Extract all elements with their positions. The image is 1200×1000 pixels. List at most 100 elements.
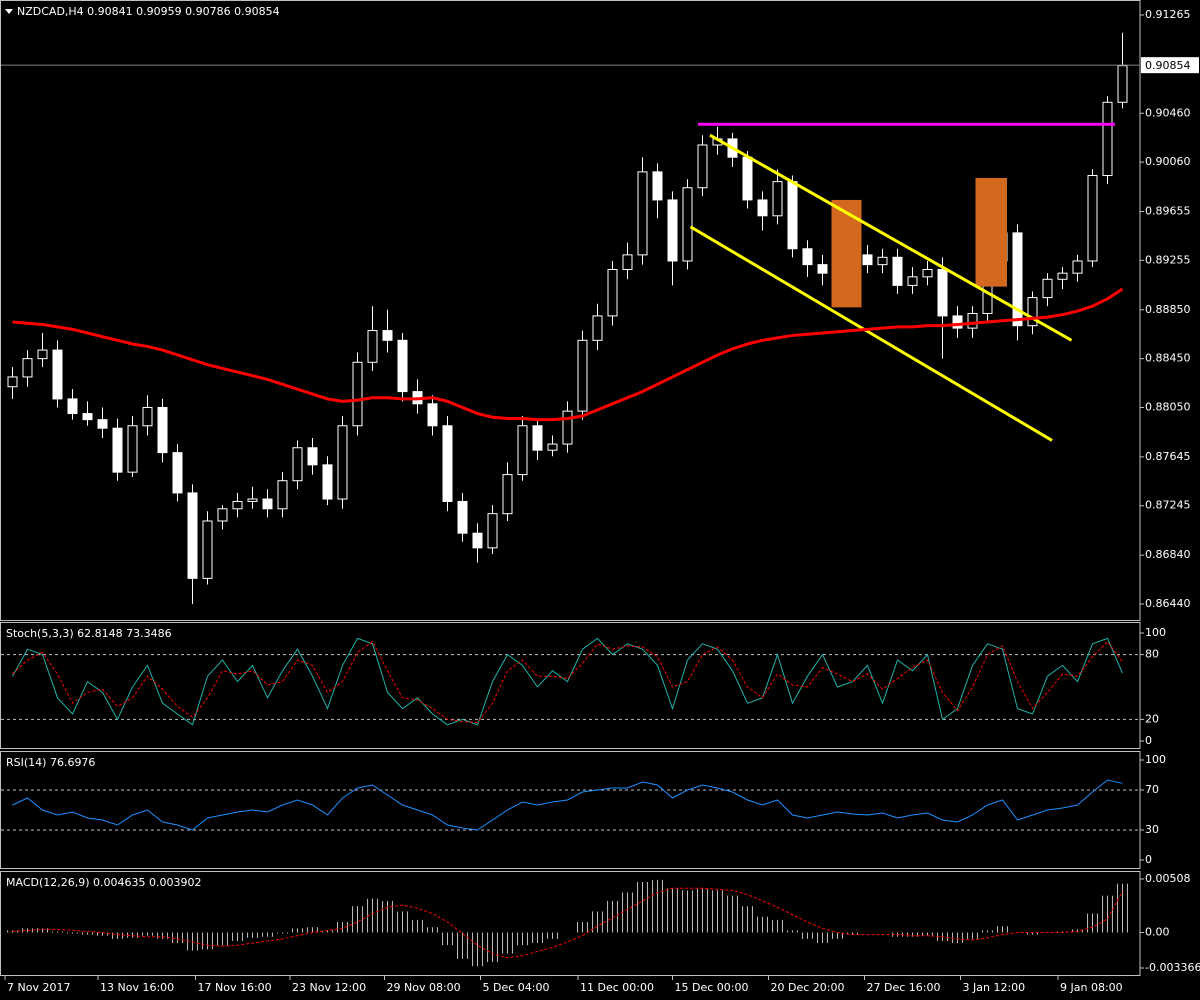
candle-body (82, 413, 93, 421)
candle-body (397, 339, 408, 393)
candle-body (367, 330, 378, 363)
candle-body (172, 452, 183, 494)
y-tick-label: 0.91265 (1145, 8, 1191, 21)
candle-body (187, 492, 198, 579)
panel (7, 879, 1128, 967)
y-tick-label: 0 (1145, 734, 1152, 747)
y-tick-label: 0.88450 (1145, 352, 1191, 365)
candle-body (922, 269, 933, 278)
candle-body (472, 532, 483, 549)
candle-body (637, 171, 648, 256)
panel-frame (0, 0, 1141, 621)
indicator-line (12, 779, 1123, 831)
candle-body (337, 425, 348, 500)
candle-body (1087, 175, 1098, 262)
candle-body (97, 419, 108, 429)
candle-body (547, 443, 558, 451)
candle-body (952, 315, 963, 329)
x-tick-label: 13 Nov 16:00 (100, 981, 174, 994)
panel-title: MACD(12,26,9) 0.004635 0.003902 (6, 876, 202, 889)
title-arrow (5, 9, 13, 14)
candle-body (577, 339, 588, 412)
candle-body (217, 508, 228, 522)
y-tick-label: -0.003366 (1145, 961, 1200, 974)
candle-body (1102, 101, 1113, 177)
candle-body (142, 406, 153, 427)
indicator-line (12, 637, 1123, 726)
panel (1, 637, 1139, 726)
y-tick-label: 0.89655 (1145, 205, 1191, 218)
y-tick-label: 0.86440 (1145, 597, 1191, 610)
x-tick-label: 20 Dec 20:00 (771, 981, 845, 994)
last-price-label: 0.90854 (1145, 59, 1191, 72)
y-tick-label: 0.88850 (1145, 303, 1191, 316)
candle-body (457, 500, 468, 534)
x-tick-label: 11 Dec 00:00 (580, 981, 654, 994)
candle-body (937, 269, 948, 317)
candle-body (892, 256, 903, 286)
last-price-box (1141, 57, 1199, 74)
candle-body (487, 513, 498, 549)
y-tick-label: 20 (1145, 712, 1159, 725)
y-tick-label: 0.87645 (1145, 450, 1191, 463)
candle-body (742, 156, 753, 201)
candle-body (682, 187, 693, 262)
y-tick-label: 100 (1145, 626, 1166, 639)
panel (7, 32, 1128, 604)
panel-frame (0, 622, 1141, 749)
candle-body (7, 376, 18, 388)
candle-body (562, 410, 573, 445)
y-tick-label: 0.87245 (1145, 499, 1191, 512)
x-tick-label: 3 Jan 12:00 (963, 981, 1026, 994)
candle-body (517, 425, 528, 476)
candle-body (862, 254, 873, 266)
candle-body (202, 520, 213, 579)
candle-body (262, 498, 273, 510)
candle-body (787, 181, 798, 250)
candle-body (322, 464, 333, 500)
x-tick-label: 27 Dec 16:00 (867, 981, 941, 994)
y-tick-label: 0.90460 (1145, 106, 1191, 119)
candle-body (247, 498, 258, 502)
y-tick-label: 70 (1145, 783, 1159, 796)
y-tick-label: 0.90060 (1145, 155, 1191, 168)
candle-body (592, 315, 603, 341)
candle-body (1072, 260, 1083, 274)
candle-body (232, 500, 243, 510)
candle-body (67, 398, 78, 415)
candle-body (307, 447, 318, 466)
candle-body (802, 248, 813, 266)
x-tick-label: 5 Dec 04:00 (483, 981, 550, 994)
y-tick-label: 0.88050 (1145, 400, 1191, 413)
candle-body (877, 256, 888, 266)
candle-body (622, 254, 633, 271)
candle-body (1057, 272, 1068, 280)
y-tick-label: 0.00508 (1145, 872, 1191, 885)
candle-body (1027, 297, 1038, 327)
candle-body (22, 358, 33, 378)
candle-body (697, 144, 708, 189)
candle-body (817, 264, 828, 274)
candle-body (442, 425, 453, 502)
candle-body (112, 427, 123, 473)
candle-body (667, 199, 678, 262)
trend-line (689, 225, 1053, 442)
y-tick-label: 0.89255 (1145, 253, 1191, 266)
candle-body (52, 349, 63, 400)
x-tick-label: 7 Nov 2017 (7, 981, 70, 994)
candle-body (1012, 232, 1023, 327)
candle-body (772, 181, 783, 217)
y-tick-label: 0.86840 (1145, 548, 1191, 561)
x-tick-label: 23 Nov 12:00 (292, 981, 366, 994)
candle-body (127, 425, 138, 473)
x-tick-label: 29 Nov 08:00 (387, 981, 461, 994)
highlight-box (831, 199, 862, 308)
panel (1, 779, 1139, 831)
indicator-line (12, 887, 1123, 959)
x-tick-label: 17 Nov 16:00 (198, 981, 272, 994)
y-tick-label: 0.00 (1145, 926, 1170, 939)
candle-body (37, 349, 48, 360)
indicator-line (12, 640, 1123, 724)
candle-body (532, 425, 543, 451)
